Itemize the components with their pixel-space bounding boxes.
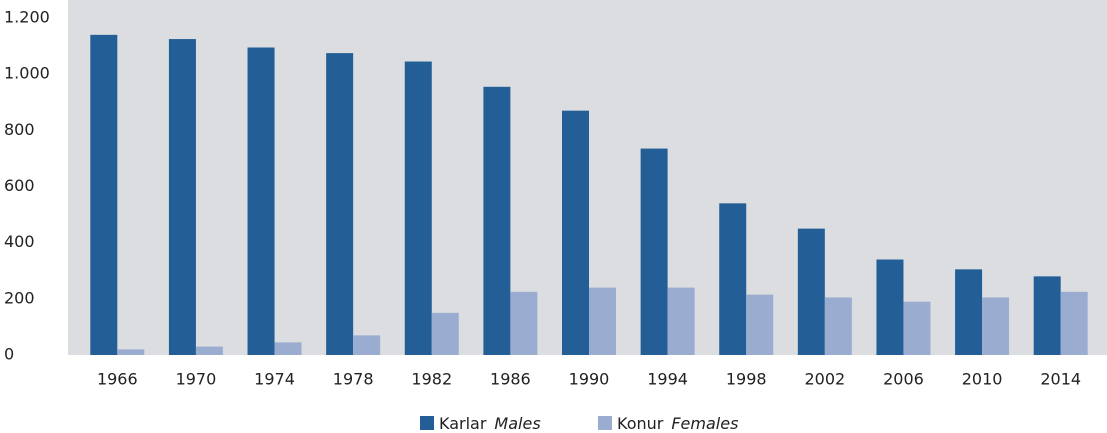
bar xyxy=(510,291,538,355)
legend-label: Konur Females xyxy=(617,414,738,433)
legend-name: Karlar xyxy=(439,414,487,433)
y-tick-label: 1.000 xyxy=(4,64,50,83)
bar xyxy=(746,294,774,355)
bar xyxy=(274,342,302,355)
bar xyxy=(876,259,904,355)
x-tick-label: 2006 xyxy=(883,370,924,389)
legend-name-italic: Males xyxy=(494,414,540,433)
bar xyxy=(326,53,354,356)
x-tick-label: 1990 xyxy=(569,370,610,389)
bar xyxy=(640,148,668,355)
x-tick-label: 2010 xyxy=(962,370,1003,389)
y-tick-label: 800 xyxy=(4,120,35,139)
legend-swatch xyxy=(598,416,612,430)
y-tick-label: 1.200 xyxy=(4,8,50,27)
x-tick-label: 1978 xyxy=(333,370,374,389)
x-tick-label: 1966 xyxy=(97,370,138,389)
bar xyxy=(824,297,852,355)
x-tick-label: 1970 xyxy=(176,370,217,389)
y-tick-label: 400 xyxy=(4,232,35,251)
y-tick-label: 600 xyxy=(4,176,35,195)
legend-name: Konur xyxy=(617,414,664,433)
bar xyxy=(1060,291,1088,355)
legend-label: Karlar Males xyxy=(439,414,541,433)
x-tick-label: 1974 xyxy=(254,370,295,389)
bar xyxy=(431,312,459,355)
legend-swatch xyxy=(420,416,434,430)
bar xyxy=(195,346,223,355)
bar xyxy=(955,269,983,355)
bar xyxy=(90,34,118,355)
bar xyxy=(562,110,589,355)
bar xyxy=(797,228,825,355)
bar xyxy=(903,301,931,355)
bar xyxy=(589,287,616,355)
x-tick-label: 1994 xyxy=(647,370,688,389)
x-tick-label: 2014 xyxy=(1040,370,1081,389)
bar xyxy=(117,349,145,355)
bar xyxy=(483,86,511,355)
x-tick-label: 1986 xyxy=(490,370,531,389)
x-tick-label: 1998 xyxy=(726,370,767,389)
x-tick-label: 1982 xyxy=(411,370,452,389)
y-tick-label: 200 xyxy=(4,288,35,307)
bar xyxy=(247,47,275,356)
bar xyxy=(168,39,196,355)
legend-name-italic: Females xyxy=(671,414,738,433)
bar xyxy=(719,203,747,355)
bar xyxy=(982,297,1010,355)
x-tick-label: 2002 xyxy=(804,370,845,389)
bar xyxy=(1033,276,1061,355)
bar xyxy=(404,61,432,355)
y-tick-label: 0 xyxy=(4,345,14,364)
bar xyxy=(667,287,695,355)
bar xyxy=(353,335,381,355)
